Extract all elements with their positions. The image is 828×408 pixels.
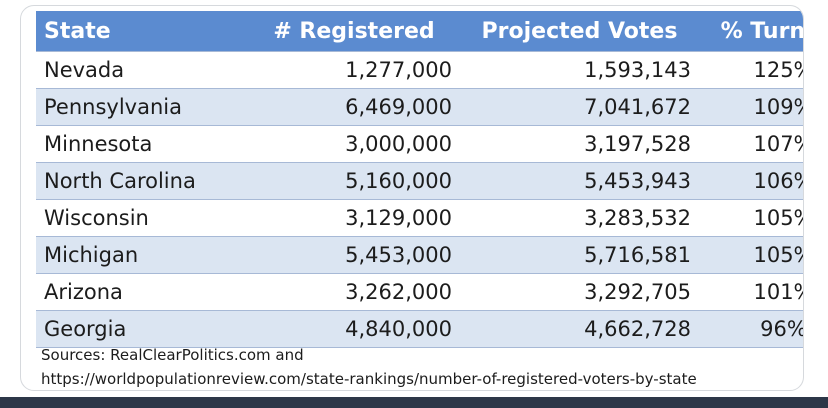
bottom-bar — [0, 397, 828, 408]
cell-registered: 6,469,000 — [248, 88, 460, 126]
cell-registered: 5,453,000 — [248, 236, 460, 274]
table-row: Wisconsin 3,129,000 3,283,532 105% — [36, 199, 803, 237]
cell-turnout: 105% — [699, 199, 803, 237]
table-row: North Carolina 5,160,000 5,453,943 106% — [36, 162, 803, 200]
cell-state: Michigan — [36, 236, 248, 274]
cell-state: North Carolina — [36, 162, 248, 200]
table-row: Arizona 3,262,000 3,292,705 101% — [36, 273, 803, 311]
cell-registered: 5,160,000 — [248, 162, 460, 200]
table-row: Georgia 4,840,000 4,662,728 96% — [36, 310, 803, 348]
cell-turnout: 109% — [699, 88, 803, 126]
cell-registered: 3,000,000 — [248, 125, 460, 163]
table-row: Nevada 1,277,000 1,593,143 125% — [36, 51, 803, 89]
cell-projected-votes: 3,292,705 — [460, 273, 699, 311]
column-header-state: State — [36, 11, 248, 52]
table-row: Minnesota 3,000,000 3,197,528 107% — [36, 125, 803, 163]
cell-turnout: 125% — [699, 51, 803, 89]
table-image-card: State # Registered Projected Votes % Tur… — [20, 5, 804, 391]
cell-state: Wisconsin — [36, 199, 248, 237]
cell-turnout: 106% — [699, 162, 803, 200]
cell-registered: 3,262,000 — [248, 273, 460, 311]
cell-state: Arizona — [36, 273, 248, 311]
cell-registered: 3,129,000 — [248, 199, 460, 237]
cell-registered: 1,277,000 — [248, 51, 460, 89]
cell-turnout: 101% — [699, 273, 803, 311]
cell-projected-votes: 1,593,143 — [460, 51, 699, 89]
cell-projected-votes: 7,041,672 — [460, 88, 699, 126]
sources-note: Sources: RealClearPolitics.com and https… — [41, 343, 801, 390]
sources-line: Sources: RealClearPolitics.com and — [41, 346, 304, 364]
cell-projected-votes: 5,453,943 — [460, 162, 699, 200]
table-header-row: State # Registered Projected Votes % Tur… — [36, 11, 803, 52]
table-row: Pennsylvania 6,469,000 7,041,672 109% — [36, 88, 803, 126]
cell-projected-votes: 3,197,528 — [460, 125, 699, 163]
table-row: Michigan 5,453,000 5,716,581 105% — [36, 236, 803, 274]
cell-turnout: 105% — [699, 236, 803, 274]
cell-turnout: 107% — [699, 125, 803, 163]
sources-url: https://worldpopulationreview.com/state-… — [41, 370, 697, 388]
cell-state: Pennsylvania — [36, 88, 248, 126]
column-header-projected-votes: Projected Votes — [460, 11, 699, 52]
cell-state: Minnesota — [36, 125, 248, 163]
column-header-registered: # Registered — [248, 11, 460, 52]
voter-turnout-table: State # Registered Projected Votes % Tur… — [36, 11, 803, 348]
cell-projected-votes: 3,283,532 — [460, 199, 699, 237]
column-header-turnout: % Turnout — [699, 11, 803, 52]
cell-state: Georgia — [36, 310, 248, 348]
cell-projected-votes: 4,662,728 — [460, 310, 699, 348]
cell-state: Nevada — [36, 51, 248, 89]
cell-projected-votes: 5,716,581 — [460, 236, 699, 274]
cell-registered: 4,840,000 — [248, 310, 460, 348]
cell-turnout: 96% — [699, 310, 803, 348]
